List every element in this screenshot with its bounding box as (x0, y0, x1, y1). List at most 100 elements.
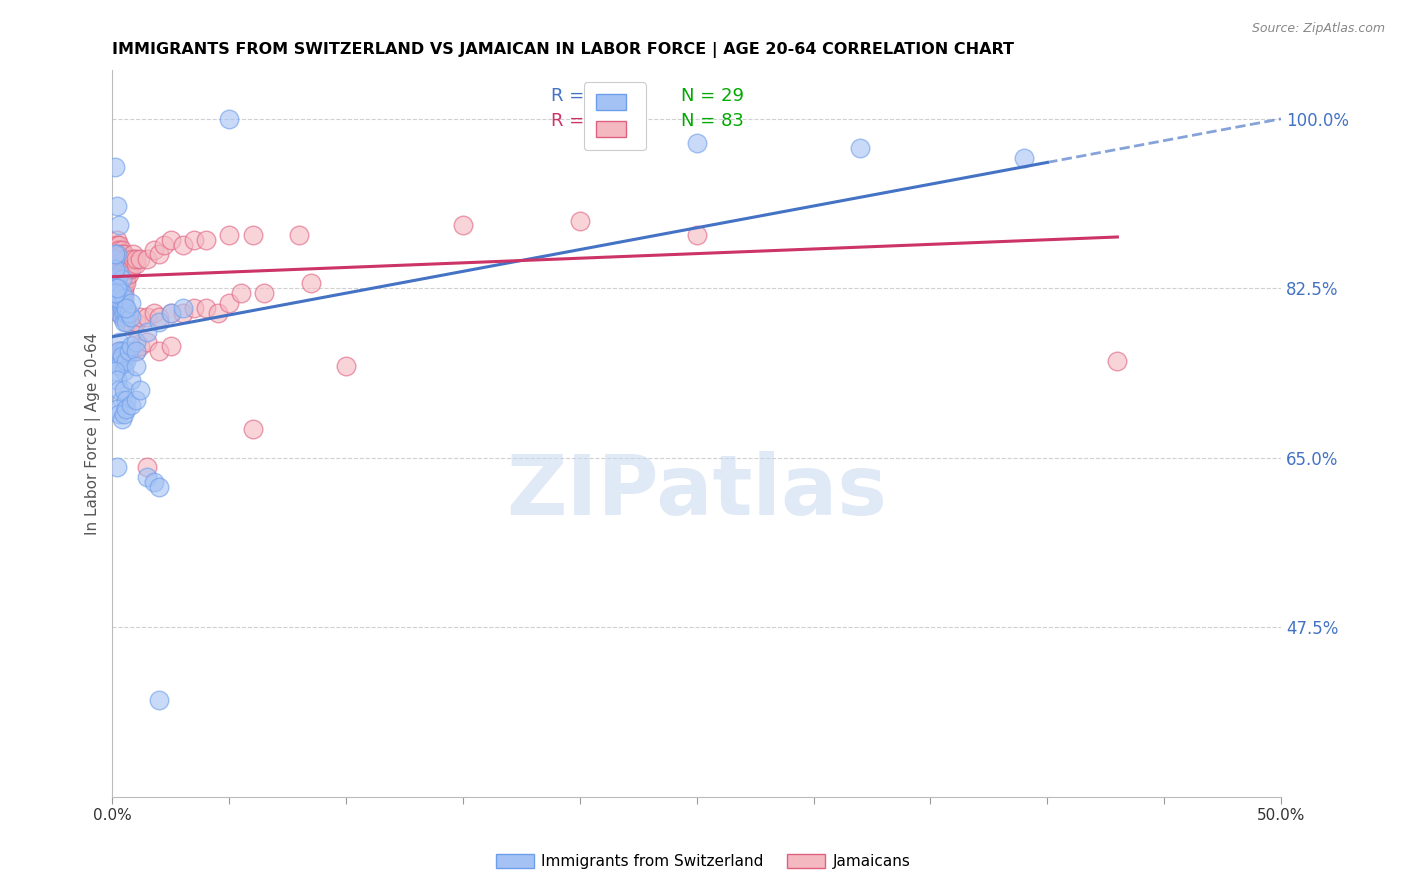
Point (129, 383, 152, 397)
Text: N = 83: N = 83 (682, 112, 744, 130)
Point (111, 286, 134, 301)
Point (148, 693, 170, 707)
Point (108, 257, 131, 271)
Point (118, 305, 141, 319)
Point (108, 407, 131, 421)
Point (111, 243, 134, 257)
Y-axis label: In Labor Force | Age 20-64: In Labor Force | Age 20-64 (86, 333, 101, 534)
Point (253, 286, 276, 301)
Point (120, 261, 142, 276)
Point (112, 310, 135, 325)
Point (105, 373, 128, 387)
Point (105, 460, 128, 475)
Point (111, 305, 134, 319)
Point (148, 310, 170, 325)
Point (118, 261, 141, 276)
Text: Source: ZipAtlas.com: Source: ZipAtlas.com (1251, 22, 1385, 36)
Point (108, 291, 131, 305)
Point (105, 243, 128, 257)
Point (118, 257, 141, 271)
Point (108, 271, 131, 285)
Point (115, 252, 138, 267)
Point (112, 271, 135, 285)
Point (160, 305, 183, 319)
Point (105, 247, 128, 261)
Point (335, 359, 357, 373)
Point (112, 281, 135, 295)
Point (108, 237, 131, 252)
Point (120, 310, 142, 325)
Point (143, 475, 166, 489)
Point (120, 257, 142, 271)
Point (242, 228, 264, 243)
Point (112, 247, 135, 261)
Point (207, 305, 229, 319)
Point (108, 261, 131, 276)
Point (143, 305, 166, 319)
Point (849, 141, 872, 155)
Point (115, 349, 138, 363)
Point (104, 363, 127, 377)
Point (111, 286, 134, 301)
Point (112, 295, 135, 310)
Point (125, 344, 148, 359)
Point (160, 305, 183, 319)
Point (153, 237, 176, 252)
Point (104, 247, 127, 261)
Point (111, 392, 134, 407)
Point (125, 252, 148, 267)
Point (105, 291, 128, 305)
Point (104, 243, 127, 257)
Point (104, 247, 127, 261)
Point (111, 271, 134, 285)
Point (288, 228, 311, 243)
Point (115, 301, 138, 315)
Point (136, 252, 159, 267)
Point (218, 228, 240, 243)
Point (108, 344, 131, 359)
Point (120, 339, 142, 353)
Point (112, 383, 135, 397)
Point (118, 315, 141, 329)
Point (105, 233, 128, 247)
Point (111, 281, 134, 295)
Point (136, 325, 159, 339)
Point (118, 344, 141, 359)
Point (105, 286, 128, 301)
Point (108, 247, 131, 261)
Point (104, 261, 127, 276)
Point (112, 315, 135, 329)
Point (112, 291, 135, 305)
Point (111, 354, 134, 368)
Point (108, 281, 131, 295)
Point (136, 460, 159, 475)
Point (108, 267, 131, 281)
Point (108, 305, 131, 319)
Point (686, 136, 709, 150)
Point (111, 271, 134, 285)
Point (115, 305, 138, 319)
Point (115, 267, 138, 281)
Point (108, 383, 131, 397)
Point (451, 219, 474, 233)
Point (112, 349, 135, 363)
Point (104, 286, 127, 301)
Point (115, 261, 138, 276)
Point (122, 252, 145, 267)
Point (148, 344, 170, 359)
Point (112, 344, 135, 359)
Point (104, 271, 127, 285)
Point (112, 407, 135, 421)
Point (120, 397, 142, 411)
Point (111, 295, 134, 310)
Point (108, 267, 131, 281)
Point (108, 281, 131, 295)
Point (108, 277, 131, 291)
Text: IMMIGRANTS FROM SWITZERLAND VS JAMAICAN IN LABOR FORCE | AGE 20-64 CORRELATION C: IMMIGRANTS FROM SWITZERLAND VS JAMAICAN … (112, 42, 1014, 58)
Point (136, 334, 159, 349)
Point (112, 286, 135, 301)
Point (122, 247, 145, 261)
Point (105, 257, 128, 271)
Point (105, 271, 128, 285)
Point (105, 277, 128, 291)
